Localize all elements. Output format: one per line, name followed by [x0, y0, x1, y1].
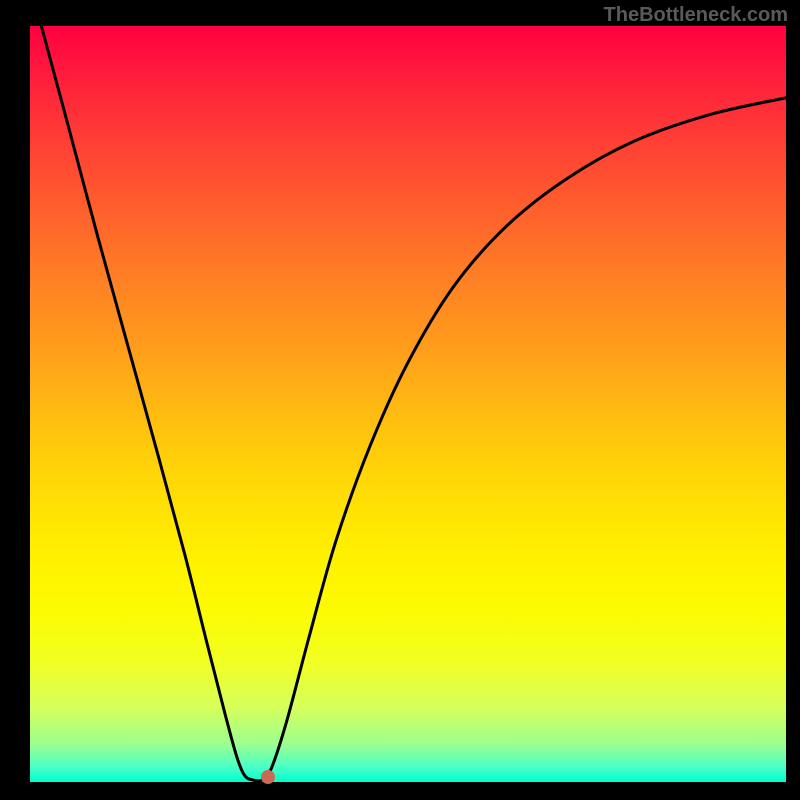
bottleneck-curve — [41, 26, 786, 781]
curve-svg — [30, 26, 786, 782]
chart-container: TheBottleneck.com — [0, 0, 800, 800]
plot-area — [30, 26, 786, 782]
watermark-text: TheBottleneck.com — [604, 4, 788, 27]
bottleneck-marker — [261, 770, 275, 784]
